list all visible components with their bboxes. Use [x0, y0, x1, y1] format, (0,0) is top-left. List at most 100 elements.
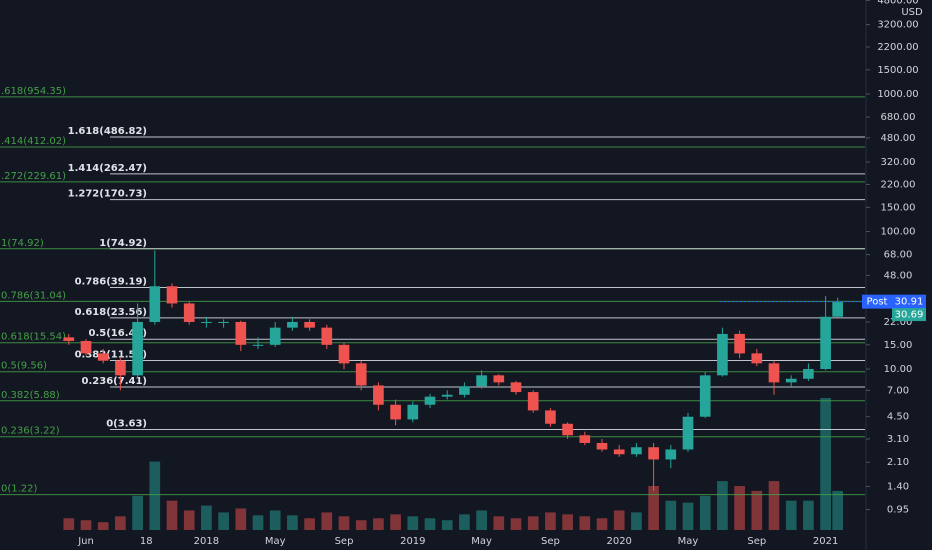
volume-bar — [527, 516, 539, 530]
fib-label: 0.236(3.22) — [1, 426, 60, 437]
volume-bar — [510, 518, 522, 530]
volume-bar — [717, 481, 728, 530]
fib-label: .272(229.61) — [1, 171, 66, 182]
volume-bar — [390, 514, 401, 530]
fib-label: 1.414(262.47) — [68, 163, 147, 174]
candle-body — [63, 337, 75, 341]
volume-bar — [820, 398, 831, 530]
candle-body — [441, 394, 453, 397]
volume-bar — [424, 518, 436, 530]
x-tick-label: May — [678, 536, 699, 547]
volume-bar — [785, 500, 797, 530]
candle-body — [803, 369, 814, 379]
candle-body — [166, 286, 178, 304]
volume-bar — [269, 510, 281, 530]
candle-body — [648, 447, 659, 460]
volume-bar — [768, 481, 780, 530]
volume-bar — [218, 512, 229, 530]
x-tick-label: Jun — [77, 536, 94, 547]
candle-body — [269, 327, 281, 345]
x-tick-label: 2021 — [813, 536, 838, 547]
candle-body — [252, 344, 264, 346]
y-tick-label: 1500.00 — [877, 65, 918, 76]
volume-bar — [287, 515, 298, 530]
candle-body — [287, 321, 298, 328]
volume-bar — [183, 510, 195, 530]
x-tick-label: 2020 — [606, 536, 631, 547]
fib-label: 0(1.22) — [1, 484, 38, 495]
candle-body — [832, 302, 843, 317]
volume-bar — [80, 520, 92, 530]
y-tick-label: 2200.00 — [877, 42, 918, 53]
y-tick-label: 680.00 — [881, 112, 916, 123]
candle-body — [373, 385, 384, 405]
volume-bar — [476, 510, 487, 530]
volume-bar — [631, 512, 642, 530]
y-tick-label: 10.00 — [884, 364, 913, 375]
y-tick-label: 100.00 — [881, 227, 916, 238]
x-tick-label: Sep — [747, 536, 766, 547]
volume-bar — [493, 516, 505, 530]
y-tick-label: 7.00 — [887, 385, 909, 396]
y-tick-label: 4.50 — [887, 412, 909, 423]
candle-body — [390, 404, 401, 420]
volume-bar — [115, 516, 126, 530]
candle-body — [613, 449, 625, 455]
last-price: 30.69 — [895, 310, 924, 321]
volume-bar — [803, 500, 814, 530]
volume-bar — [699, 495, 711, 530]
fib-label: 0.618(23.56) — [75, 307, 147, 318]
volume-bar — [682, 502, 694, 530]
y-tick-label: 48.00 — [884, 270, 913, 281]
volume-bar — [355, 520, 367, 530]
candle-body — [562, 423, 573, 436]
volume-bar — [338, 516, 350, 530]
y-tick-label: 3.10 — [887, 434, 909, 445]
candle-body — [355, 363, 367, 386]
candle-body — [751, 353, 763, 364]
candle-body — [338, 344, 350, 364]
candle-body — [321, 327, 333, 345]
y-tick-label: 220.00 — [881, 179, 916, 190]
post-price: 30.91 — [895, 297, 924, 308]
volume-bar — [235, 508, 247, 530]
candle-body — [510, 382, 522, 393]
volume-bar — [201, 505, 212, 530]
fib-label: 0.382(11.53) — [75, 350, 147, 361]
y-tick-label: 1.40 — [887, 481, 909, 492]
candle-body — [768, 363, 780, 383]
candle-body — [493, 375, 505, 383]
y-tick-label: 480.00 — [881, 133, 916, 144]
fib-label: .414(412.02) — [1, 136, 66, 147]
candle-body — [596, 442, 608, 450]
volume-bar — [252, 515, 264, 530]
x-tick-label: Sep — [335, 536, 354, 547]
volume-bar — [613, 510, 625, 530]
fib-label: 0.786(39.19) — [75, 276, 147, 287]
candle-body — [820, 316, 831, 370]
candle-body — [407, 404, 419, 420]
candle-body — [424, 396, 436, 405]
candle-body — [97, 353, 109, 361]
volume-bar — [832, 490, 843, 530]
candle-body — [149, 286, 161, 322]
post-label: Post — [867, 297, 888, 308]
candle-body — [785, 378, 797, 383]
volume-bar — [751, 490, 763, 530]
candle-body — [235, 321, 247, 345]
y-tick-label: 4800.00 — [877, 0, 918, 6]
volume-bar — [459, 514, 470, 530]
volume-bar — [321, 512, 333, 530]
fib-label: 0.786(31.04) — [1, 290, 66, 301]
volume-bar — [562, 514, 573, 530]
volume-bar — [132, 495, 143, 530]
y-tick-label: 0.95 — [887, 505, 909, 516]
y-tick-label: 320.00 — [881, 157, 916, 168]
volume-bar — [441, 520, 453, 530]
x-tick-label: 18 — [140, 536, 153, 547]
currency-label: USD — [901, 7, 923, 18]
candle-body — [717, 333, 728, 376]
y-tick-label: 22.00 — [884, 317, 913, 328]
last-price-box — [892, 308, 926, 322]
